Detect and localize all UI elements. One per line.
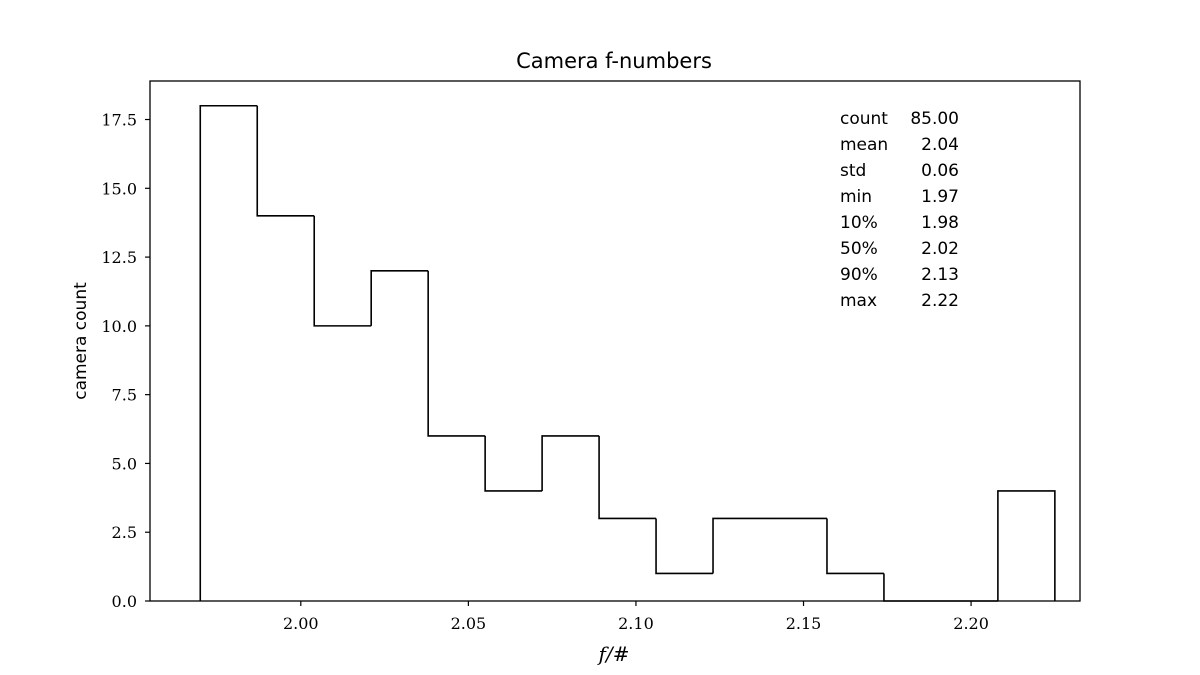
stat-value: 2.04 [921,135,959,155]
x-tick-label: 2.10 [618,614,654,633]
histogram-bar [256,105,315,217]
histogram-bar [370,270,429,326]
stat-value: 1.98 [921,213,959,233]
histogram-bar [313,215,372,327]
x-tick-label: 2.20 [953,614,989,633]
y-tick-label: 10.0 [101,317,137,336]
histogram-bar [712,517,770,574]
histogram-bar [826,518,884,575]
y-axis-label: camera count [71,282,91,400]
stat-value: 2.02 [921,239,959,259]
histogram-bar [427,270,486,437]
histogram-bar [997,490,1056,601]
y-tick-label: 2.5 [112,523,137,542]
stat-label: mean [840,135,888,155]
x-tick-label: 2.15 [786,614,822,633]
y-tick-label: 17.5 [101,111,137,130]
histogram-bar [199,104,258,601]
stat-label: min [840,187,872,207]
histogram-bar [541,435,600,491]
stat-label: count [840,109,888,129]
y-tick-label: 12.5 [101,248,137,267]
y-tick-label: 7.5 [112,386,137,405]
summary-statistics: count 85.00 mean 2.04 std 0.06 min 1.97 10% 1.98 5… [840,109,959,311]
stat-value: 0.06 [921,161,959,181]
stat-value: 2.22 [921,291,959,311]
histogram-bar [655,518,714,575]
histogram-bar [598,435,657,520]
stat-label: 10% [840,213,878,233]
stat-label: std [840,161,866,181]
chart-title: Camera f-numbers [516,49,712,73]
y-tick-label: 5.0 [112,454,137,473]
y-tick-label: 0.0 [112,592,137,611]
x-tick-label: 2.05 [451,614,487,633]
stat-label: 90% [840,265,878,285]
histogram-bar [484,435,543,492]
x-tick-label: 2.00 [283,614,319,633]
plot-frame [149,80,1081,602]
stat-value: 1.97 [921,187,959,207]
stat-label: 50% [840,239,878,259]
y-tick-label: 15.0 [101,179,137,198]
x-axis-label: f/# [597,642,630,666]
stat-value: 85.00 [910,109,959,129]
stat-label: max [840,291,877,311]
stat-value: 2.13 [921,265,959,285]
histogram-bar [883,573,941,602]
